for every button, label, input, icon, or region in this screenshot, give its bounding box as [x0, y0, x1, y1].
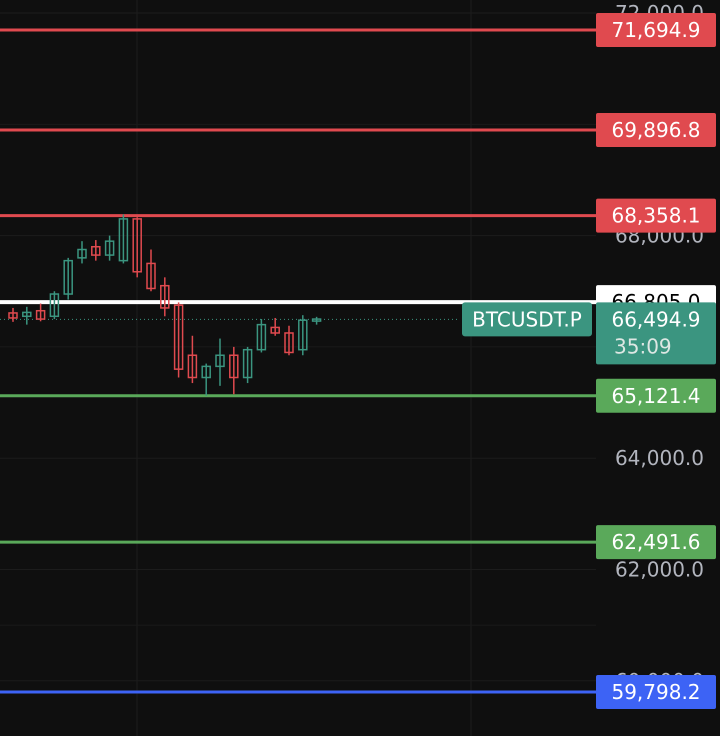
candle	[187, 335, 198, 384]
candle	[298, 315, 308, 356]
candle	[284, 325, 294, 356]
candle-body	[63, 259, 73, 295]
price-labels: 71,694.969,896.868,358.166,805.065,121.4…	[462, 13, 716, 709]
price-badge-label: 69,896.8	[611, 118, 700, 142]
candle-body	[270, 326, 280, 334]
candle-body	[91, 245, 101, 256]
candle	[49, 291, 60, 320]
candle-body	[132, 218, 142, 273]
candle	[63, 257, 73, 300]
price-badge: 59,798.2	[596, 675, 716, 709]
price-badge-bg	[596, 378, 716, 413]
candle-body	[201, 365, 211, 379]
candle-body	[146, 262, 156, 290]
last-price-badge-bg	[596, 302, 716, 365]
candle	[91, 240, 101, 261]
candle-body	[118, 218, 129, 262]
candle-body	[160, 284, 170, 309]
candlestick-series	[8, 214, 322, 396]
price-badge: 69,896.8	[596, 113, 716, 148]
candle-body	[311, 318, 322, 322]
bar-countdown: 35:09	[614, 334, 672, 358]
candle-body	[8, 312, 18, 319]
candle-body	[242, 348, 253, 379]
price-badge-label: 68,358.1	[611, 204, 700, 228]
price-badge-label: 71,694.9	[611, 18, 700, 42]
candle-body	[104, 240, 115, 256]
candle-body	[187, 354, 198, 379]
price-lines	[0, 28, 596, 694]
symbol-tag-bg	[462, 302, 592, 337]
symbol-tag-label: BTCUSDT.P	[472, 307, 582, 331]
candle	[311, 316, 322, 325]
last-price-badge: 66,494.9 35:09	[596, 302, 716, 365]
candle-body	[284, 332, 294, 354]
candle-body	[77, 248, 87, 259]
candle-body	[22, 311, 32, 318]
candle-body	[49, 293, 60, 318]
candle	[22, 306, 32, 325]
price-badge-label: 62,491.6	[611, 530, 700, 554]
candle	[146, 249, 156, 292]
price-badge: 68,358.1	[596, 198, 716, 233]
price-badge-bg	[596, 525, 716, 560]
candle-body	[35, 309, 46, 320]
candle	[35, 303, 46, 322]
last-price-value: 66,494.9	[611, 307, 700, 331]
candle	[104, 235, 115, 261]
y-tick-label: 62,000.0	[615, 557, 704, 581]
candle	[215, 338, 225, 386]
price-badge-bg	[596, 675, 716, 709]
y-tick-label: 64,000.0	[615, 446, 704, 470]
price-badge-bg	[596, 13, 716, 47]
candle	[229, 346, 239, 395]
candle	[118, 214, 129, 264]
candle	[242, 346, 253, 384]
price-badge-label: 65,121.4	[611, 384, 700, 408]
candle	[8, 307, 18, 322]
grid-lines	[0, 0, 596, 736]
candle	[256, 319, 267, 353]
candle-body	[298, 319, 308, 351]
candle	[201, 363, 211, 396]
candle	[132, 217, 142, 278]
symbol-tag: BTCUSDT.P	[462, 302, 592, 337]
candle	[77, 241, 87, 264]
candle-body	[256, 323, 267, 351]
price-badge: 65,121.4	[596, 378, 716, 413]
price-badge-label: 59,798.2	[611, 680, 700, 704]
candle-body	[173, 304, 184, 370]
candle	[173, 302, 184, 378]
candle-body	[229, 354, 239, 379]
candle	[270, 317, 280, 336]
price-badge-bg	[596, 198, 716, 233]
candle-body	[215, 354, 225, 368]
price-badge: 62,491.6	[596, 525, 716, 560]
candle	[160, 277, 170, 317]
price-badge: 71,694.9	[596, 13, 716, 47]
price-badge-bg	[596, 113, 716, 148]
